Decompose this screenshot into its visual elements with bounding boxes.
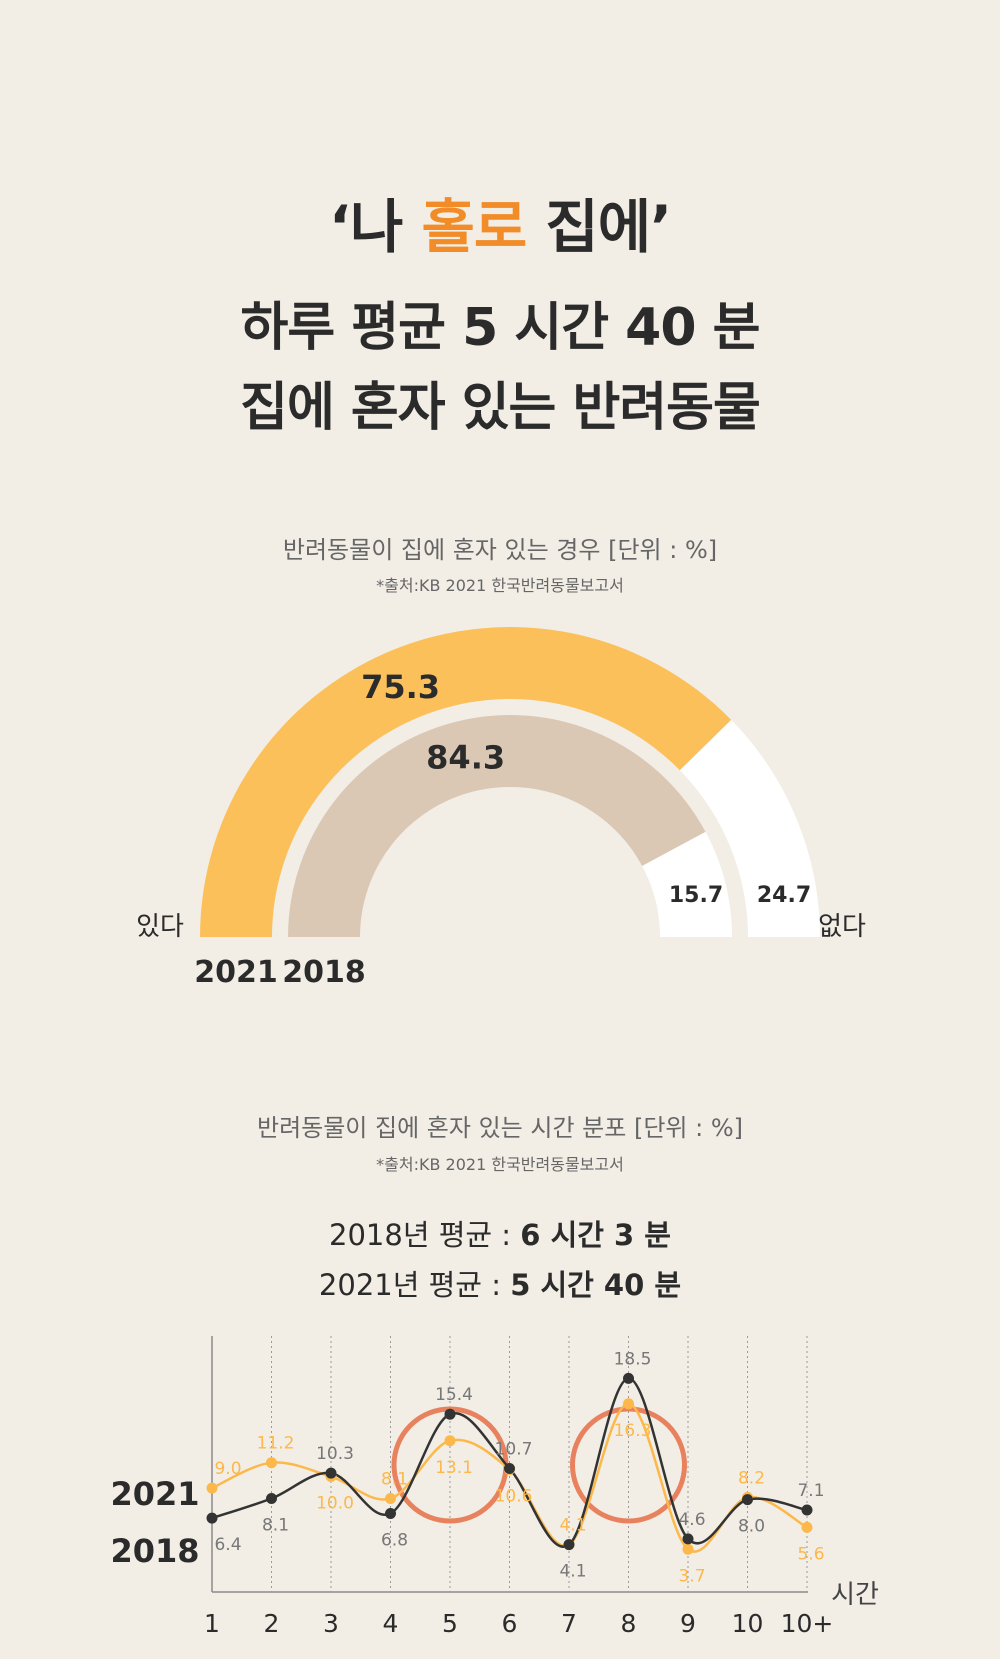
gauge-yes-label: 있다 <box>136 912 184 942</box>
point-2018-5 <box>444 1408 456 1420</box>
point-2018-10 <box>742 1494 753 1506</box>
average-2018: 2018년 평균 : 6 시간 3 분 <box>0 1212 1000 1254</box>
x-tick-3: 3 <box>323 1609 339 1638</box>
label-2021-4: 8.1 <box>381 1469 408 1489</box>
title-part1: 나 <box>349 193 422 261</box>
gauge-year-2021: 2021 <box>194 955 278 990</box>
line-chart-title: 반려동물이 집에 혼자 있는 시간 분포 [단위 : %] <box>256 1114 743 1142</box>
average-2018-value: 6 시간 3 분 <box>520 1218 671 1252</box>
point-2018-9 <box>682 1533 694 1545</box>
point-2021-5 <box>444 1435 456 1447</box>
point-2021-1 <box>206 1482 218 1494</box>
gauge-arc-2018-no <box>642 831 732 937</box>
average-2018-prefix: 2018년 평균 : <box>329 1218 521 1252</box>
label-2018-1: 6.4 <box>214 1535 241 1555</box>
label-2021-1: 9.0 <box>214 1459 241 1479</box>
title-close-quote: ’ <box>650 193 672 261</box>
average-2021: 2021년 평균 : 5 시간 40 분 <box>0 1262 1000 1304</box>
headline-line2: 집에 혼자 있는 반려동물 <box>240 378 761 438</box>
label-2018-10: 8.0 <box>738 1517 765 1537</box>
average-2021-value: 5 시간 40 분 <box>510 1268 682 1302</box>
label-2021-10+: 5.6 <box>797 1544 824 1564</box>
line-chart-source: *출처:KB 2021 한국반려동물보고서 <box>376 1155 624 1174</box>
label-2021-7: 4.1 <box>559 1516 586 1536</box>
label-2021-10: 8.2 <box>738 1468 765 1488</box>
label-2018-4: 6.8 <box>381 1530 408 1550</box>
gauge-arc-2021-no <box>679 719 820 937</box>
gauge-arc-2018-yes <box>288 715 706 937</box>
point-2018-10+ <box>801 1504 813 1516</box>
label-2021-5: 13.1 <box>435 1458 473 1478</box>
x-tick-6: 6 <box>502 1609 518 1638</box>
x-tick-10+: 10+ <box>781 1609 834 1638</box>
gauge-no-label: 없다 <box>818 912 866 942</box>
title-accent: 홀로 <box>421 193 527 261</box>
point-2021-10+ <box>801 1521 813 1533</box>
x-tick-10: 10 <box>732 1609 764 1638</box>
gauge-label-2021-yes: 75.3 <box>361 668 440 706</box>
x-tick-9: 9 <box>680 1609 696 1638</box>
gauge-chart-source: *출처:KB 2021 한국반려동물보고서 <box>376 576 624 595</box>
point-2021-8 <box>623 1398 634 1410</box>
point-2018-1 <box>206 1512 218 1524</box>
point-2021-2 <box>266 1457 277 1469</box>
x-tick-5: 5 <box>442 1609 458 1638</box>
legend-2021: 2021 <box>110 1475 199 1513</box>
gauge-arc-2021-yes <box>200 627 732 937</box>
label-2018-8: 18.5 <box>614 1349 652 1369</box>
gauge-label-2018-no: 15.7 <box>669 883 723 908</box>
label-2021-6: 10.6 <box>495 1487 533 1507</box>
point-2021-4 <box>385 1492 396 1504</box>
label-2018-7: 4.1 <box>559 1562 586 1582</box>
point-2018-6 <box>504 1462 515 1474</box>
average-2021-prefix: 2021년 평균 : <box>318 1268 511 1302</box>
x-tick-7: 7 <box>561 1609 577 1638</box>
gauge-chart: 75.3 24.7 2021 84.3 15.7 2018 있다 없다 <box>136 627 866 990</box>
label-2021-9: 3.7 <box>678 1566 705 1586</box>
title-part2: 집에 <box>526 193 651 261</box>
point-2018-2 <box>266 1492 277 1504</box>
label-2021-2: 11.2 <box>257 1434 295 1454</box>
x-tick-8: 8 <box>621 1609 637 1638</box>
label-2021-8: 16.3 <box>614 1421 652 1441</box>
point-2018-4 <box>385 1507 396 1519</box>
legend-2018: 2018 <box>110 1532 199 1570</box>
x-tick-4: 4 <box>383 1609 399 1638</box>
title-open-quote: ‘ <box>328 193 351 261</box>
gauge-label-2021-no: 24.7 <box>757 883 811 908</box>
point-2018-8 <box>623 1372 634 1384</box>
point-2021-9 <box>682 1543 694 1555</box>
label-2018-6: 10.7 <box>495 1439 533 1459</box>
gauge-label-2018-yes: 84.3 <box>426 738 505 776</box>
label-2018-5: 15.4 <box>435 1385 473 1405</box>
point-2018-3 <box>325 1467 337 1479</box>
headline-line1: 하루 평균 5 시간 40 분 <box>240 298 761 358</box>
gauge-chart-title: 반려동물이 집에 혼자 있는 경우 [단위 : %] <box>282 536 718 564</box>
gauge-year-2018: 2018 <box>282 955 366 990</box>
label-2021-3: 10.0 <box>316 1494 354 1514</box>
label-2018-2: 8.1 <box>262 1515 289 1535</box>
main-title: ‘나 홀로 집에’ <box>0 180 1000 264</box>
label-2018-10+: 7.1 <box>797 1481 824 1501</box>
point-2018-7 <box>563 1539 575 1551</box>
label-2018-9: 4.6 <box>678 1510 705 1530</box>
x-tick-2: 2 <box>264 1609 280 1638</box>
label-2018-3: 10.3 <box>316 1444 354 1464</box>
x-axis-label: 시간 <box>831 1580 879 1610</box>
x-tick-1: 1 <box>204 1609 220 1638</box>
